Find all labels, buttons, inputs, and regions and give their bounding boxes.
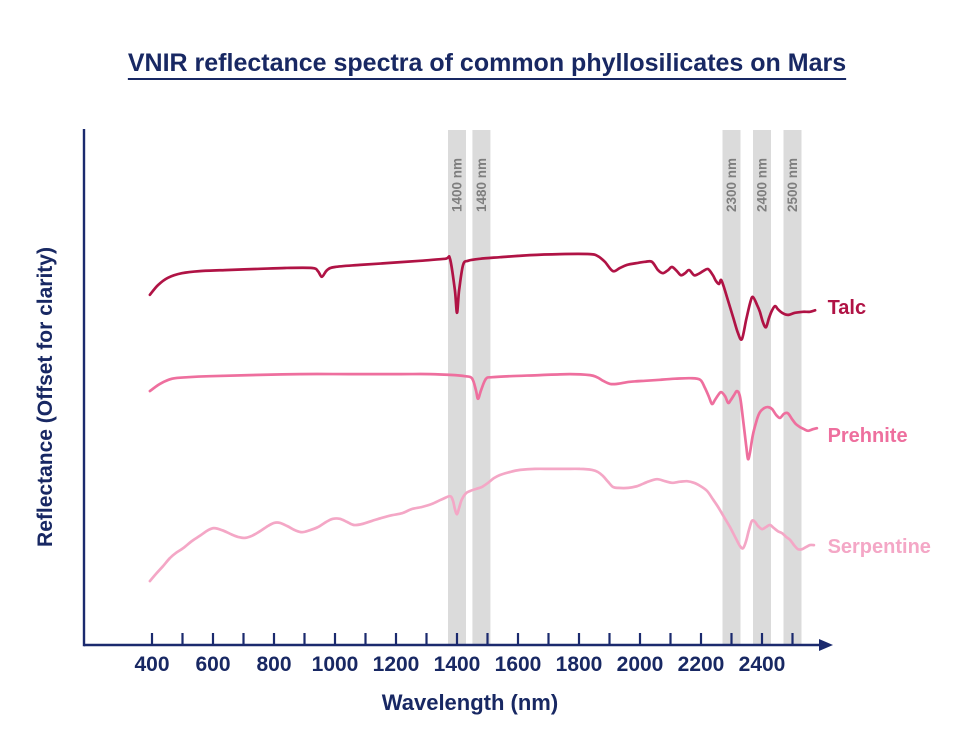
highlight-band-1400nm — [448, 130, 466, 645]
highlight-band-2300nm — [722, 130, 741, 645]
x-tick-label-2400: 2400 — [739, 653, 786, 676]
series-line-prehnite — [148, 372, 819, 461]
highlight-band-2400nm — [753, 130, 771, 645]
band-label-2400nm: 2400 nm — [755, 158, 770, 212]
x-axis-arrow — [819, 639, 833, 651]
x-tick-label-400: 400 — [134, 653, 169, 676]
x-tick-label-1400: 1400 — [434, 653, 481, 676]
band-label-1400nm: 1400 nm — [450, 158, 465, 212]
band-label-2500nm: 2500 nm — [785, 158, 800, 212]
x-tick-label-2000: 2000 — [617, 653, 664, 676]
band-label-1480nm: 1480 nm — [474, 158, 489, 212]
series-label-serpentine: Serpentine — [828, 536, 931, 558]
x-tick-label-800: 800 — [256, 653, 291, 676]
x-axis-title: Wavelength (nm) — [381, 690, 559, 715]
band-label-2300nm: 2300 nm — [724, 158, 739, 212]
highlight-band-2500nm — [783, 130, 802, 645]
x-tick-label-600: 600 — [195, 653, 230, 676]
x-tick-label-1200: 1200 — [373, 653, 420, 676]
x-tick-label-2200: 2200 — [678, 653, 725, 676]
series-label-prehnite: Prehnite — [828, 425, 908, 447]
x-tick-label-1000: 1000 — [312, 653, 359, 676]
series-line-serpentine — [148, 467, 816, 583]
y-axis-title: Reflectance (Offset for clarity) — [34, 247, 57, 547]
x-tick-label-1800: 1800 — [556, 653, 603, 676]
series-line-talc — [148, 252, 817, 341]
x-tick-label-1600: 1600 — [495, 653, 542, 676]
chart-title: VNIR reflectance spectra of common phyll… — [127, 48, 847, 77]
series-label-talc: Talc — [828, 297, 867, 319]
